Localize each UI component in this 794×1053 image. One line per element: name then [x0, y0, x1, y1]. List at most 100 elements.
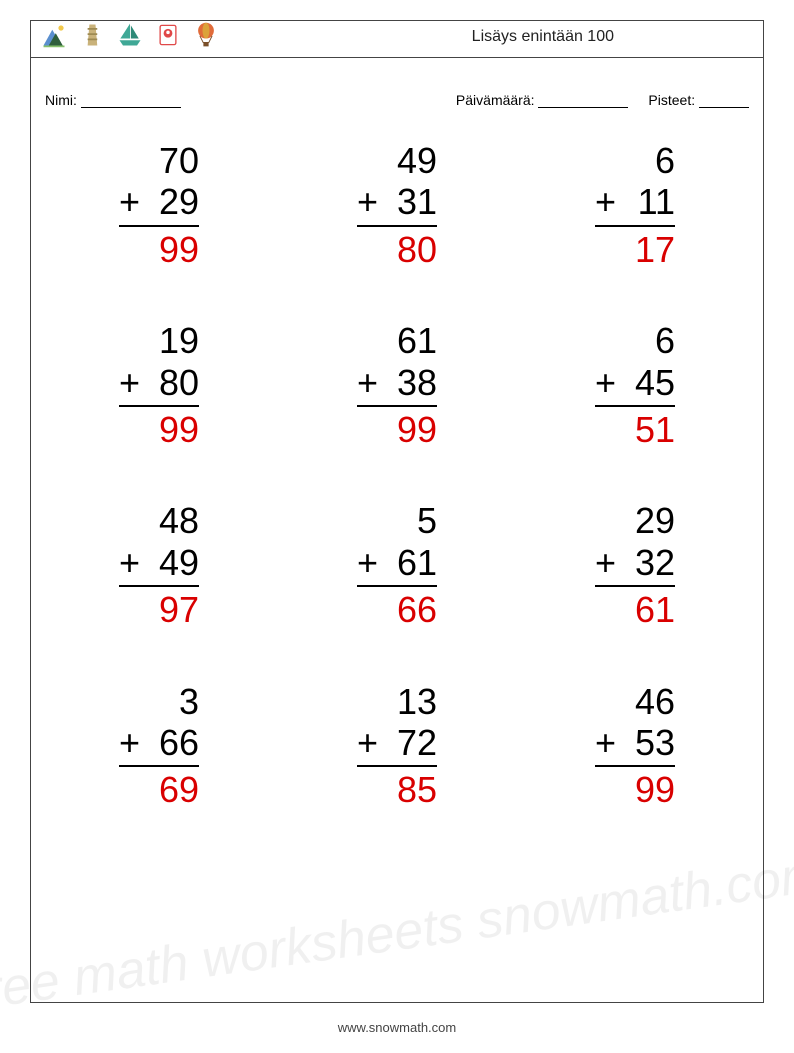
problem-stack: 13+7285: [357, 681, 437, 811]
answer: 99: [119, 227, 199, 270]
date-blank[interactable]: [538, 93, 628, 108]
addend-top: 48: [119, 500, 199, 541]
addend-bottom: +49: [119, 542, 199, 587]
problem: 5+6166: [298, 500, 496, 630]
problem: 6+1117: [536, 140, 734, 270]
problem: 61+3899: [298, 320, 496, 450]
plus-sign: +: [119, 542, 140, 583]
addend-top: 29: [595, 500, 675, 541]
addend-bottom-value: 32: [635, 542, 675, 583]
answer: 17: [595, 227, 675, 270]
addend-top: 5: [357, 500, 437, 541]
addend-bottom-value: 61: [397, 542, 437, 583]
addend-top: 3: [119, 681, 199, 722]
score-label: Pisteet:: [648, 92, 695, 108]
addend-bottom: +45: [595, 362, 675, 407]
addend-bottom-value: 66: [159, 722, 199, 763]
problem-stack: 48+4997: [119, 500, 199, 630]
problem-stack: 49+3180: [357, 140, 437, 270]
addend-bottom: +32: [595, 542, 675, 587]
plus-sign: +: [119, 362, 140, 403]
worksheet-page: Lisäys enintään 100 Nimi: Päivämäärä: Pi…: [0, 0, 794, 1053]
name-blank[interactable]: [81, 93, 181, 108]
plus-sign: +: [595, 542, 616, 583]
header-icons: [40, 24, 220, 54]
date-field: Päivämäärä:: [456, 92, 628, 108]
addend-top: 13: [357, 681, 437, 722]
problem-stack: 3+6669: [119, 681, 199, 811]
problem: 46+5399: [536, 681, 734, 811]
problem-stack: 6+4551: [595, 320, 675, 450]
problem: 70+2999: [60, 140, 258, 270]
addend-bottom: +29: [119, 181, 199, 226]
plus-sign: +: [595, 722, 616, 763]
addend-bottom-value: 11: [638, 181, 675, 222]
answer: 61: [595, 587, 675, 630]
addend-bottom: +31: [357, 181, 437, 226]
problems-grid: 70+299949+31806+111719+809961+38996+4551…: [60, 140, 734, 811]
addend-bottom-value: 53: [635, 722, 675, 763]
addend-top: 70: [119, 140, 199, 181]
worksheet-title: Lisäys enintään 100: [472, 28, 614, 46]
problem-stack: 5+6166: [357, 500, 437, 630]
problem: 49+3180: [298, 140, 496, 270]
plus-sign: +: [119, 181, 140, 222]
addend-bottom: +80: [119, 362, 199, 407]
plus-sign: +: [595, 362, 616, 403]
plus-sign: +: [357, 181, 378, 222]
sailboat-icon: [116, 21, 144, 54]
problem: 6+4551: [536, 320, 734, 450]
addend-bottom-value: 45: [635, 362, 675, 403]
addend-top: 61: [357, 320, 437, 361]
problem-stack: 6+1117: [595, 140, 675, 270]
plus-sign: +: [357, 722, 378, 763]
problem: 3+6669: [60, 681, 258, 811]
problem-stack: 61+3899: [357, 320, 437, 450]
plus-sign: +: [119, 722, 140, 763]
problem-stack: 29+3261: [595, 500, 675, 630]
score-field: Pisteet:: [648, 92, 749, 108]
addend-bottom-value: 29: [159, 181, 199, 222]
footer-url: www.snowmath.com: [0, 1020, 794, 1035]
addend-bottom-value: 38: [397, 362, 437, 403]
info-line: Nimi: Päivämäärä: Pisteet:: [45, 92, 749, 108]
addend-bottom: +53: [595, 722, 675, 767]
addend-top: 6: [595, 140, 675, 181]
addend-bottom-value: 72: [397, 722, 437, 763]
answer: 85: [357, 767, 437, 810]
addend-bottom: +72: [357, 722, 437, 767]
answer: 51: [595, 407, 675, 450]
map-pin-icon: [154, 21, 182, 54]
addend-bottom: +66: [119, 722, 199, 767]
addend-top: 19: [119, 320, 199, 361]
date-label: Päivämäärä:: [456, 92, 535, 108]
name-label: Nimi:: [45, 92, 77, 108]
problem-stack: 19+8099: [119, 320, 199, 450]
plus-sign: +: [357, 362, 378, 403]
problem-stack: 70+2999: [119, 140, 199, 270]
addend-bottom: +38: [357, 362, 437, 407]
name-field: Nimi:: [45, 92, 181, 108]
addend-bottom: +61: [357, 542, 437, 587]
plus-sign: +: [357, 542, 378, 583]
answer: 66: [357, 587, 437, 630]
answer: 99: [357, 407, 437, 450]
problem: 19+8099: [60, 320, 258, 450]
addend-top: 46: [595, 681, 675, 722]
answer: 99: [119, 407, 199, 450]
problem-stack: 46+5399: [595, 681, 675, 811]
problem: 48+4997: [60, 500, 258, 630]
tower-icon: [78, 21, 106, 54]
balloon-icon: [192, 21, 220, 54]
problem: 29+3261: [536, 500, 734, 630]
addend-top: 6: [595, 320, 675, 361]
score-blank[interactable]: [699, 93, 749, 108]
answer: 99: [595, 767, 675, 810]
answer: 69: [119, 767, 199, 810]
plus-sign: +: [595, 181, 616, 222]
problem: 13+7285: [298, 681, 496, 811]
addend-bottom: +11: [595, 181, 675, 226]
mountain-icon: [40, 21, 68, 54]
addend-bottom-value: 49: [159, 542, 199, 583]
answer: 97: [119, 587, 199, 630]
